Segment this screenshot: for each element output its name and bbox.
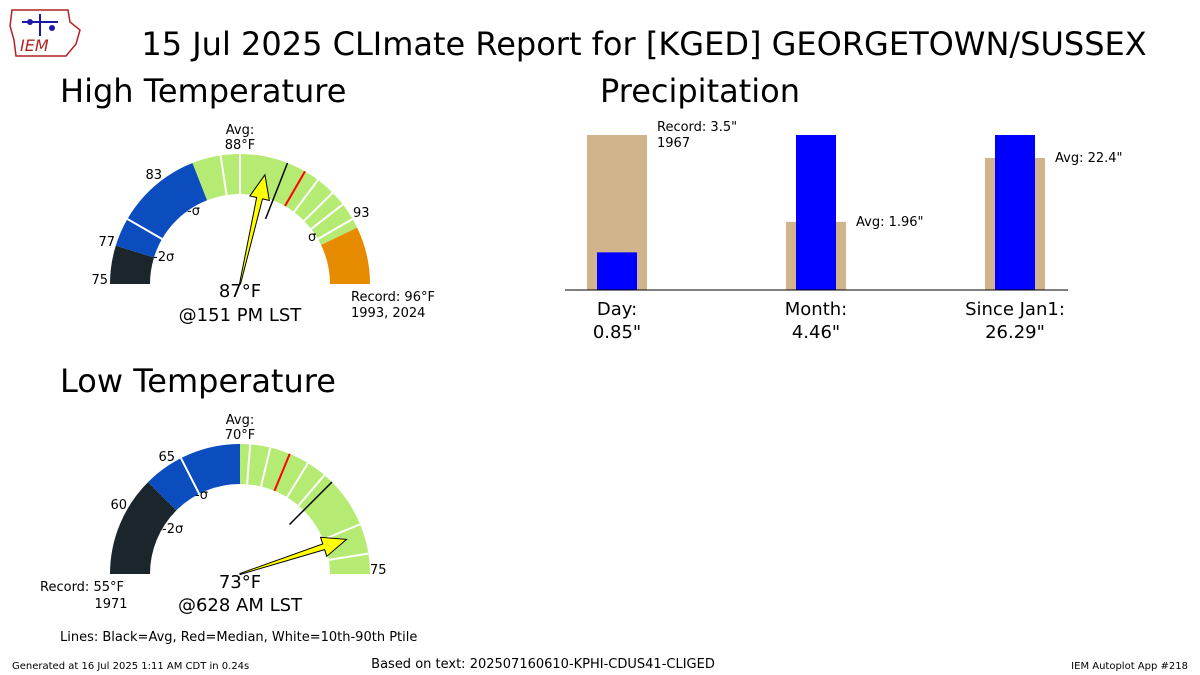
precip-ref-label2: 1967: [657, 136, 690, 151]
gauge-band: [110, 482, 177, 574]
low-tick-label: 75: [370, 563, 387, 578]
page-title: 15 Jul 2025 CLImate Report for [KGED] GE…: [141, 25, 1146, 63]
percentile-line: [317, 218, 354, 240]
low-time-label: @628 AM LST: [178, 595, 303, 616]
footer-generated: Generated at 16 Jul 2025 1:11 AM CDT in …: [12, 661, 249, 672]
high-time-label: @151 PM LST: [179, 305, 303, 326]
average-line: [288, 481, 333, 526]
precip-observed-bar: [995, 135, 1035, 290]
median-line: [284, 170, 306, 207]
low-tick-label: 65: [158, 450, 175, 465]
percentile-line: [310, 203, 344, 230]
high-record-years: 1993, 2024: [351, 306, 425, 321]
percentile-line: [297, 474, 326, 507]
low-value-label: 73°F: [219, 572, 261, 593]
low-avg-value: 70°F: [225, 428, 256, 443]
precip-observed-bar: [796, 135, 836, 290]
median-line: [273, 453, 291, 492]
high-tick-label: 77: [98, 235, 115, 250]
needle-arrow: [238, 173, 270, 285]
high-avg-value: 88°F: [225, 138, 256, 153]
percentile-line: [322, 523, 361, 541]
high-tick-label: 93: [353, 206, 370, 221]
high-gauge-labels: Avg: 88°F 75 77 83 93 -2σ -σ σ 87°F @151…: [91, 123, 435, 326]
footer-app: IEM Autoplot App #218: [1071, 661, 1188, 672]
percentile-line: [219, 155, 228, 196]
legend-note: Lines: Black=Avg, Red=Median, White=10th…: [60, 630, 417, 645]
low-record-label: Record: 55°F: [40, 580, 124, 595]
precip-ref-label: Avg: 1.96": [856, 215, 924, 230]
gauge-band: [115, 162, 208, 258]
gauge-band: [110, 245, 154, 284]
low-section-title: Low Temperature: [60, 362, 336, 400]
high-temperature-gauge: [110, 154, 370, 285]
precip-ref-label: Avg: 22.4": [1055, 151, 1123, 166]
low-record-years: 1971: [94, 597, 127, 612]
percentile-line: [286, 462, 309, 498]
high-tick-label: 75: [91, 273, 108, 288]
percentile-line: [126, 218, 163, 240]
high-sigma-label: σ: [308, 230, 316, 245]
low-sigma-label: -σ: [195, 488, 208, 503]
footer-based-on: Based on text: 202507160610-KPHI-CDUS41-…: [371, 657, 715, 672]
precip-ref-label: Record: 3.5": [657, 120, 737, 135]
precip-value-label: 0.85": [593, 322, 641, 343]
gauge-band: [192, 154, 358, 245]
percentile-line: [303, 192, 334, 222]
low-gauge-labels: Avg: 70°F 60 65 75 -2σ -σ 73°F @628 AM L…: [40, 413, 387, 616]
high-sigma-label: -2σ: [153, 250, 174, 265]
high-tick-label: 83: [145, 168, 162, 183]
low-avg-label: Avg:: [226, 413, 254, 428]
percentile-line: [328, 552, 369, 561]
percentile-line: [260, 447, 272, 487]
high-record-label: Record: 96°F: [351, 290, 435, 305]
logo-text: IEM: [20, 36, 49, 55]
precip-value-label: 4.46": [792, 322, 840, 343]
low-tick-label: 60: [110, 498, 127, 513]
low-temperature-gauge: [110, 444, 370, 576]
percentile-line: [180, 457, 201, 495]
iem-logo: IEM: [9, 9, 81, 57]
precip-value-label: 26.29": [985, 322, 1045, 343]
average-line: [264, 162, 289, 220]
percentile-line: [246, 444, 252, 485]
precip-category-label: Month:: [785, 299, 847, 320]
high-section-title: High Temperature: [60, 72, 346, 110]
precip-category-label: Day:: [597, 299, 637, 320]
precip-category-label: Since Jan1:: [965, 299, 1065, 320]
high-value-label: 87°F: [219, 281, 261, 302]
precip-labels: Day: 0.85" Month: 4.46" Since Jan1: 26.2…: [593, 120, 1123, 343]
precipitation-bar-chart: [587, 135, 1045, 290]
precip-observed-bar: [597, 252, 637, 290]
needle-arrow: [239, 536, 348, 576]
percentile-line: [293, 179, 319, 213]
high-sigma-label: -σ: [187, 204, 200, 219]
gauge-band: [321, 227, 370, 284]
gauge-band: [148, 444, 240, 511]
high-avg-label: Avg:: [226, 123, 254, 138]
precip-section-title: Precipitation: [600, 72, 800, 110]
low-sigma-label: -2σ: [162, 522, 183, 537]
